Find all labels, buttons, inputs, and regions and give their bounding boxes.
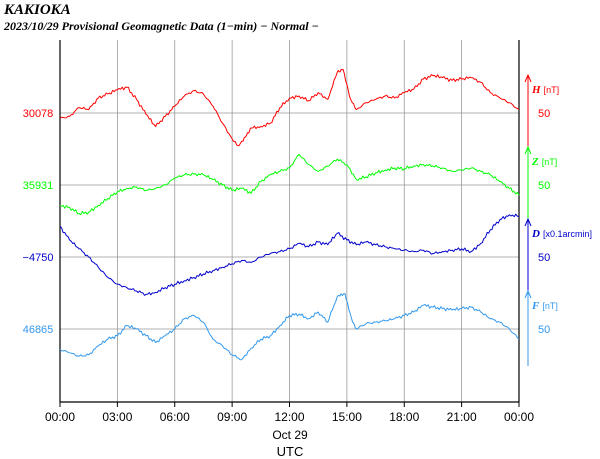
x-tick-label: 00:00 [504,410,534,424]
x-axis: 00:00 03:00 06:00 09:00 12:00 15:00 18:00 21:00… [45,402,534,424]
series-line-d [59,213,520,296]
scale-value-d: 50 [538,252,550,264]
arrow-head-icon [524,73,532,83]
baseline-labels: 30078 35931 −4750 46865 [23,108,54,336]
baseline-label-z: 35931 [23,180,54,192]
x-tick-label: 09:00 [217,410,247,424]
x-tick-label: 21:00 [447,410,477,424]
arrow-head-icon [524,289,532,299]
component-name: Z [531,156,539,168]
x-date-label: Oct 29 [272,428,308,442]
x-tick-label: 12:00 [274,410,304,424]
scale-value-f: 50 [538,324,550,336]
component-label-h: H [nT] [531,84,559,96]
baseline-label-f: 46865 [23,324,54,336]
chart-subtitle: 2023/10/29 Provisional Geomagnetic Data … [4,19,319,33]
series-line-z [59,153,520,216]
component-name: H [531,84,541,96]
component-name: F [531,300,540,312]
component-label-z: Z [nT] [531,156,557,168]
x-tick-label: 00:00 [45,410,75,424]
component-label-f: F [nT] [531,300,558,312]
arrow-head-icon [524,217,532,227]
series-lines [59,69,520,361]
arrow-head-icon [524,145,532,155]
baseline-label-h: 30078 [23,108,54,120]
x-tick-label: 18:00 [389,410,419,424]
x-tick-label: 03:00 [102,410,132,424]
component-unit: [nT] [542,157,558,167]
x-axis-title: UTC [277,444,304,459]
component-unit: [nT] [544,85,560,95]
series-line-h [59,69,520,147]
component-label-d: D [x0.1arcmin] [531,228,592,240]
x-tick-label: 06:00 [160,410,190,424]
chart-grid [60,40,519,402]
component-name: D [531,228,540,240]
component-unit: [nT] [542,301,558,311]
chart-header: KAKIOKA 2023/10/29 Provisional Geomagnet… [4,2,319,33]
baseline-label-d: −4750 [23,252,54,264]
scale-value-h: 50 [538,108,550,120]
series-line-f [59,293,520,361]
scale-value-z: 50 [538,180,550,192]
component-unit: [x0.1arcmin] [543,229,592,239]
scale-indicators: 50H [nT]50Z [nT]50D [x0.1arcmin]50F [nT] [524,73,592,366]
x-tick-label: 15:00 [332,410,362,424]
station-name: KAKIOKA [4,2,71,18]
